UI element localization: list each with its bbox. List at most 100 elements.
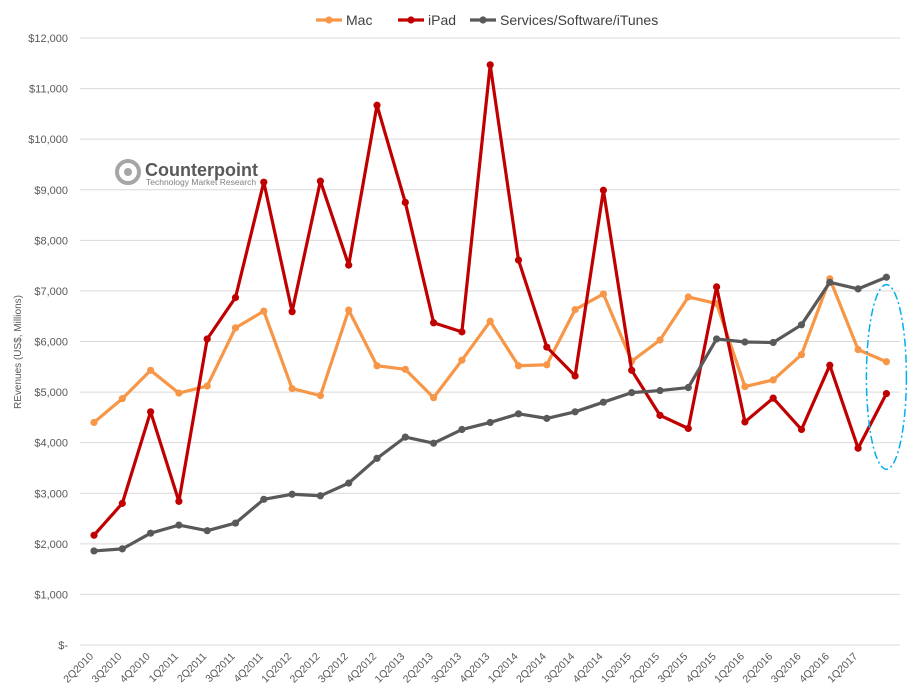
x-tick-label: 2Q2016	[740, 651, 775, 686]
data-point	[571, 372, 579, 380]
data-point	[741, 418, 749, 426]
data-point	[288, 490, 296, 498]
logo-name: Counterpoint	[145, 160, 258, 180]
highlight-ellipse	[865, 283, 908, 470]
data-point	[656, 411, 664, 419]
x-tick-label: 3Q2014	[542, 651, 577, 686]
data-point	[458, 356, 466, 364]
data-point	[373, 454, 381, 462]
x-tick-label: 4Q2014	[571, 651, 606, 686]
data-point	[599, 186, 608, 194]
series-mac	[90, 275, 891, 427]
logo-mark-icon	[115, 159, 141, 185]
data-point	[628, 366, 636, 374]
data-point	[203, 335, 211, 343]
x-tick-label: 1Q2014	[486, 651, 521, 686]
x-tick-label: 2Q2011	[175, 651, 209, 685]
data-point	[401, 433, 409, 441]
x-tick-label: 4Q2016	[797, 651, 832, 686]
legend-label: iPad	[428, 12, 456, 28]
data-point	[684, 383, 692, 392]
y-tick-label: $2,000	[34, 539, 68, 551]
data-point	[486, 317, 494, 325]
data-point	[797, 425, 806, 434]
data-point	[345, 479, 353, 487]
data-point	[316, 492, 324, 500]
data-point	[316, 177, 324, 185]
y-tick-label: $4,000	[34, 438, 68, 450]
data-point	[90, 418, 98, 427]
data-point	[231, 293, 240, 302]
data-point	[769, 338, 777, 347]
data-point	[854, 444, 862, 452]
x-tick-label: 2Q2012	[288, 651, 323, 686]
x-tick-label: 1Q2015	[599, 651, 634, 686]
data-point	[656, 386, 664, 395]
data-point	[882, 358, 891, 366]
data-point	[118, 545, 126, 553]
data-point	[543, 343, 551, 351]
data-point	[769, 376, 777, 384]
logo-tagline: Technology Market Research	[146, 177, 256, 187]
x-tick-label: 3Q2010	[90, 651, 125, 686]
y-axis-label: REvenues (US$, Millions)	[13, 295, 24, 409]
data-point	[231, 324, 240, 332]
data-point	[430, 394, 438, 402]
data-point	[401, 198, 409, 206]
data-point	[90, 547, 98, 555]
data-point	[797, 351, 806, 359]
data-point	[684, 293, 692, 301]
data-point	[854, 345, 862, 354]
data-point	[628, 388, 636, 397]
legend-item: iPad	[398, 12, 456, 28]
data-point	[826, 278, 834, 286]
data-point	[175, 521, 183, 529]
y-tick-label: $10,000	[28, 134, 68, 146]
data-point	[882, 390, 891, 398]
x-tick-label: 2Q2014	[514, 651, 549, 686]
data-point	[684, 424, 692, 433]
legend-item: Mac	[316, 12, 372, 28]
data-point	[514, 362, 523, 370]
data-point	[288, 384, 296, 393]
data-point	[373, 101, 381, 109]
data-point	[147, 529, 155, 537]
data-point	[231, 519, 240, 527]
data-point	[458, 328, 466, 336]
data-point	[514, 410, 523, 418]
y-tick-label: $5,000	[34, 387, 68, 399]
data-point	[345, 306, 353, 314]
x-tick-label: 3Q2013	[429, 651, 464, 686]
legend: Mac iPad Services/Software/iTunes	[316, 12, 658, 28]
legend-marker	[325, 16, 333, 24]
data-point	[797, 321, 806, 329]
data-point	[288, 308, 296, 316]
y-tick-label: $9,000	[34, 185, 68, 197]
data-point	[345, 261, 353, 269]
x-tick-label: 3Q2012	[316, 651, 351, 686]
data-point	[401, 365, 409, 373]
x-tick-label: 1Q2011	[147, 651, 181, 685]
data-point	[741, 338, 749, 346]
x-tick-label: 2Q2015	[627, 651, 662, 686]
data-point	[543, 361, 551, 369]
data-point	[175, 389, 183, 397]
y-tick-label: $-	[58, 640, 68, 652]
data-point	[430, 439, 438, 447]
gridlines	[80, 37, 900, 646]
highlight-annotation	[865, 283, 908, 470]
data-point	[514, 256, 523, 264]
data-point	[769, 394, 777, 402]
x-tick-label: 1Q2013	[373, 651, 408, 686]
legend-marker	[407, 16, 415, 24]
data-point	[571, 408, 579, 416]
x-tick-label: 2Q2013	[401, 651, 436, 686]
data-point	[713, 335, 721, 343]
data-point	[260, 178, 268, 186]
x-tick-label: 3Q2015	[656, 651, 691, 686]
data-point	[90, 531, 98, 539]
data-point	[316, 392, 324, 400]
legend-label: Services/Software/iTunes	[500, 12, 658, 28]
